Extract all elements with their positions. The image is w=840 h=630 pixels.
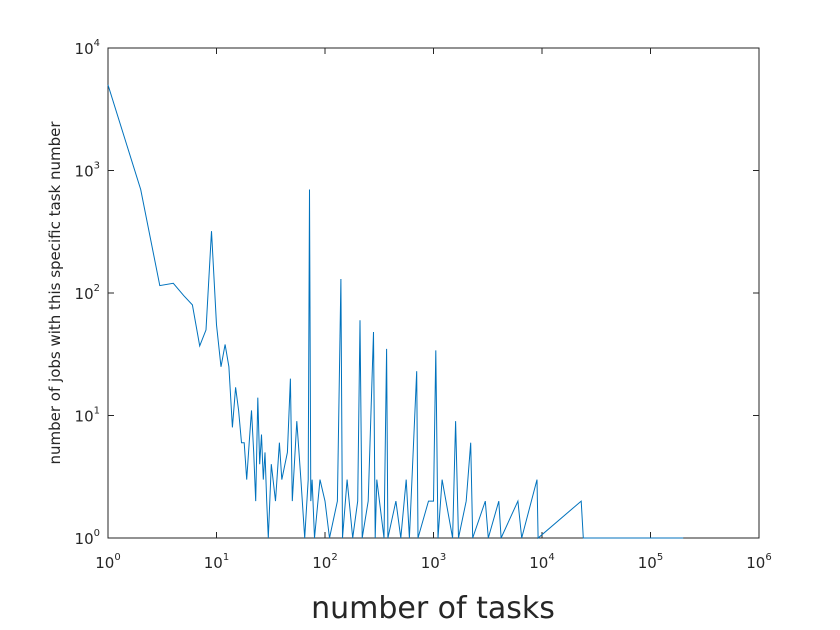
x-tick-label: 106: [746, 552, 771, 572]
y-axis-label: number of jobs with this specific task n…: [46, 121, 64, 465]
y-tick-label: 104: [75, 38, 100, 58]
x-tick-label: 103: [421, 552, 446, 572]
y-tick-label: 103: [75, 161, 100, 181]
x-tick-label: 101: [204, 552, 229, 572]
x-tick-label: 105: [638, 552, 663, 572]
x-axis-label: number of tasks: [311, 591, 555, 626]
plot-area: [107, 47, 760, 539]
data-line: [107, 84, 684, 540]
y-tick-label: 101: [75, 406, 100, 426]
x-tick-label: 104: [529, 552, 554, 572]
x-tick-label: 102: [312, 552, 337, 572]
x-tick-label: 100: [95, 552, 120, 572]
y-tick-label: 100: [75, 528, 100, 548]
y-tick-label: 102: [75, 283, 100, 303]
